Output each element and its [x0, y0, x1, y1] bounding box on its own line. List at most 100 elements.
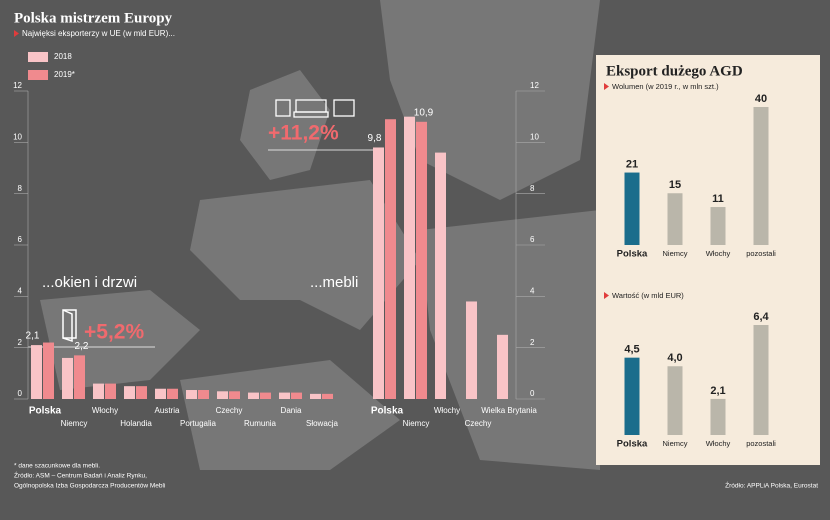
x-tick-label: Polska: [29, 406, 62, 417]
annotation: +11,2%: [268, 122, 339, 145]
x-tick-label: Wielka Brytania: [481, 406, 537, 415]
bar: [667, 193, 683, 245]
y-tick-label: 6: [530, 235, 535, 244]
x-tick-label: Włochy: [706, 249, 731, 258]
y-tick-label: 6: [18, 235, 23, 244]
y-tick-label: 8: [530, 184, 535, 193]
y-tick-label: 4: [18, 286, 23, 295]
bar: [248, 392, 259, 399]
value-label: 40: [755, 93, 767, 105]
note: Ogólnopolska Izba Gospodarcza Producentó…: [14, 483, 165, 490]
bar: [416, 121, 427, 400]
bar: [385, 119, 396, 399]
bullet: [604, 83, 609, 90]
value-label: 9,8: [368, 133, 382, 144]
value-label: 6,4: [753, 311, 769, 323]
x-tick-label: Polska: [371, 406, 404, 417]
legend-swatch: [28, 52, 48, 62]
value-label: 2,1: [26, 331, 40, 342]
bullet: [604, 292, 609, 299]
y-tick-label: 10: [13, 132, 22, 141]
x-tick-label: Dania: [281, 406, 302, 415]
bar: [291, 392, 302, 399]
bar: [310, 393, 321, 399]
bar: [136, 386, 147, 399]
value-label: 4,5: [624, 344, 639, 356]
x-tick-label: pozostali: [746, 249, 776, 258]
title: Polska mistrzem Europy: [14, 10, 173, 26]
chart-subtitle: Wolumen (w 2019 r., w mln szt.): [612, 82, 719, 91]
y-tick-label: 2: [18, 338, 23, 347]
bar: [435, 152, 446, 399]
x-tick-label: Polska: [617, 249, 648, 260]
bar: [105, 383, 116, 399]
value-label: 2,1: [710, 385, 725, 397]
x-tick-label: Niemcy: [662, 439, 687, 448]
x-tick-label: Słowacja: [306, 419, 339, 428]
x-tick-label: Polska: [617, 439, 648, 450]
value-label: 21: [626, 158, 638, 170]
bar: [753, 107, 769, 245]
bar: [43, 342, 54, 399]
bar: [186, 390, 197, 399]
note: Źródło: ASM – Centrum Badań i Analiz Ryn…: [14, 471, 147, 480]
value-label: 15: [669, 179, 681, 191]
bar: [404, 116, 415, 400]
y-tick-label: 0: [18, 389, 23, 398]
bar: [167, 388, 178, 399]
bar: [373, 147, 384, 399]
y-tick-label: 12: [13, 81, 22, 90]
bar: [155, 388, 166, 399]
bar: [260, 392, 271, 399]
legend-swatch: [28, 70, 48, 80]
value-label: 11: [712, 193, 724, 205]
x-tick-label: Włochy: [434, 406, 460, 415]
bar: [753, 325, 769, 435]
x-tick-label: Portugalia: [180, 419, 217, 428]
y-tick-label: 12: [530, 81, 539, 90]
bar: [31, 345, 42, 399]
y-tick-label: 8: [18, 184, 23, 193]
bar: [93, 383, 104, 399]
x-tick-label: pozostali: [746, 439, 776, 448]
annotation: ...okien i drzwi: [42, 274, 137, 291]
x-tick-label: Niemcy: [403, 419, 430, 428]
bar: [124, 386, 135, 399]
y-tick-label: 10: [530, 132, 539, 141]
x-tick-label: Czechy: [216, 406, 243, 415]
x-tick-label: Włochy: [92, 406, 118, 415]
bar: [229, 391, 240, 399]
annotation: ...mebli: [310, 274, 358, 291]
bar: [62, 357, 73, 399]
value-label: 10,9: [414, 107, 434, 118]
bullet: [14, 30, 19, 37]
bar: [74, 355, 85, 399]
annotation: +5,2%: [84, 321, 144, 344]
bar: [624, 357, 640, 435]
bar: [198, 390, 209, 399]
x-tick-label: Niemcy: [662, 249, 687, 258]
y-tick-label: 0: [530, 389, 535, 398]
bar: [667, 366, 683, 435]
bar: [710, 207, 726, 245]
furniture-icon: [275, 99, 355, 118]
chart-subtitle: Wartość (w mld EUR): [612, 291, 684, 300]
value-label: 4,0: [667, 352, 682, 364]
bar: [710, 398, 726, 435]
x-tick-label: Austria: [155, 406, 180, 415]
bar: [466, 301, 477, 399]
bar: [497, 334, 508, 399]
bar: [279, 392, 290, 399]
x-tick-label: Włochy: [706, 439, 731, 448]
legend-label: 2019*: [54, 70, 75, 79]
source: Źródło: APPLiA Polska, Eurostat: [725, 481, 818, 490]
panel-title: Eksport dużego AGD: [606, 63, 743, 79]
bar: [217, 391, 228, 399]
bar: [322, 393, 333, 399]
x-tick-label: Rumunia: [244, 419, 277, 428]
value-label: 2,2: [75, 341, 89, 352]
x-tick-label: Niemcy: [61, 419, 88, 428]
x-tick-label: Czechy: [465, 419, 492, 428]
y-tick-label: 2: [530, 338, 535, 347]
